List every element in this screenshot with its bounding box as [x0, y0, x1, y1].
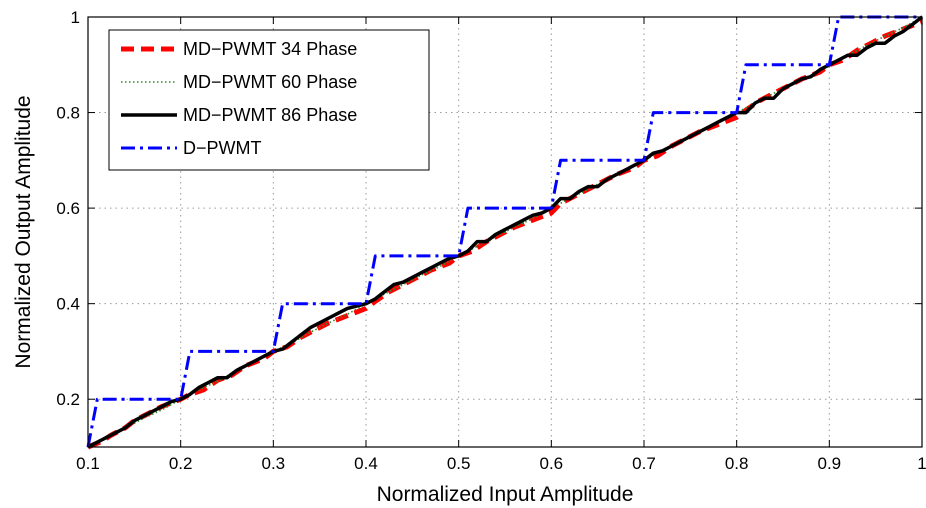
legend-label: MD−PWMT 34 Phase: [183, 39, 357, 59]
y-tick-label: 0.8: [56, 104, 80, 123]
legend-items: MD−PWMT 34 Phase MD−PWMT 60 Phase MD−PWMT …: [121, 39, 357, 158]
y-tick-label: 0.2: [56, 390, 80, 409]
y-tick-label: 0.6: [56, 199, 80, 218]
x-tick-label: 0.4: [354, 454, 378, 473]
axis-ticks: 0.1 0.2 0.3 0.4 0.5 0.6 0.7 0.8 0.9 1 0.2 0.4 0.6 0.8…: [56, 8, 926, 473]
x-tick-label: 0.8: [725, 454, 749, 473]
series-line-4: [86, 15, 922, 448]
legend-box: [108, 29, 430, 171]
x-tick-label: 0.1: [76, 454, 100, 473]
legend-label: D−PWMT: [183, 138, 262, 158]
x-axis-label: Normalized Input Amplitude: [377, 483, 634, 506]
x-tick-label: 0.2: [169, 454, 193, 473]
series-line-3: [87, 15, 924, 449]
x-tick-label: 0.9: [818, 454, 842, 473]
x-tick-label: 0.3: [262, 454, 286, 473]
legend: MD−PWMT 34 Phase MD−PWMT 60 Phase MD−PWMT …: [108, 29, 430, 171]
series-layer: [86, 15, 924, 450]
x-tick-label: 0.6: [540, 454, 564, 473]
x-tick-label: 0.5: [447, 454, 471, 473]
legend-label: MD−PWMT 86 Phase: [183, 105, 357, 125]
y-tick-label: 0.4: [56, 295, 80, 314]
y-tick-label: 1: [71, 8, 80, 27]
x-tick-label: 1: [917, 454, 926, 473]
x-tick-label: 0.7: [632, 454, 656, 473]
series-line-1: [87, 19, 923, 450]
legend-label: MD−PWMT 60 Phase: [183, 72, 357, 92]
plot-frame: [87, 16, 923, 448]
y-axis-label: Normalized Output Amplitude: [12, 95, 35, 368]
